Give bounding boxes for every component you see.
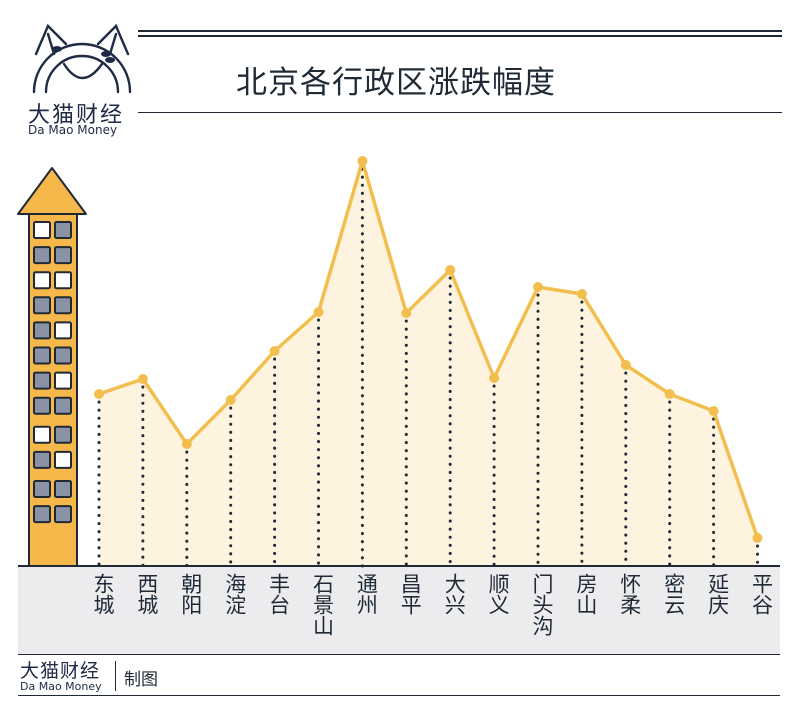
x-axis-label: 密云 <box>661 573 686 615</box>
x-axis-label: 门头沟 <box>530 573 554 636</box>
data-point <box>313 307 324 317</box>
window-icon <box>54 296 72 315</box>
data-point <box>664 389 675 399</box>
footer-brand-en: Da Mao Money <box>20 680 102 693</box>
footer-brand-cn: 大猫财经 <box>20 660 101 682</box>
x-axis-label: 丰台 <box>266 573 291 615</box>
window-icon <box>33 221 51 239</box>
x-axis-label: 平谷 <box>749 573 774 615</box>
chart-drop-lines <box>97 167 759 568</box>
x-axis-label: 朝阳 <box>178 573 203 615</box>
window-icon <box>54 246 72 265</box>
data-point <box>181 439 192 449</box>
chart-area-fill <box>99 161 758 566</box>
window-icon <box>33 271 51 290</box>
x-axis-label: 西城 <box>134 573 159 615</box>
data-point <box>752 533 763 543</box>
data-point <box>533 282 543 292</box>
data-point <box>489 373 500 383</box>
page-title: 北京各行政区涨跌幅度 <box>236 65 556 101</box>
title-rule-top-1 <box>138 30 782 32</box>
data-point <box>357 156 368 166</box>
x-axis-label: 通州 <box>354 573 379 615</box>
window-icon <box>33 346 51 365</box>
data-point <box>620 360 631 370</box>
x-axis-label: 海淀 <box>222 573 247 615</box>
brand-name-en: Da Mao Money <box>28 123 118 137</box>
x-axis-label: 延庆 <box>705 573 730 615</box>
x-axis-label: 石景山 <box>310 573 335 636</box>
window-icon <box>54 505 72 524</box>
window-icon <box>54 425 72 444</box>
brand-name-cn: 大猫财经 <box>28 103 125 128</box>
data-point <box>225 395 236 405</box>
brand-logo: 大猫财经 Da Mao Money <box>14 14 144 137</box>
window-icon <box>54 396 72 415</box>
data-point <box>137 374 148 384</box>
x-axis-label-band <box>18 567 780 654</box>
window-icon <box>54 271 72 290</box>
x-axis-label: 顺义 <box>486 573 511 615</box>
building-icon <box>17 167 87 567</box>
x-axis-label: 怀柔 <box>617 573 642 615</box>
window-icon <box>33 425 51 444</box>
x-axis-label: 大兴 <box>442 573 467 615</box>
window-icon <box>54 321 72 340</box>
data-point <box>576 289 587 299</box>
data-point <box>269 346 280 356</box>
window-icon <box>33 396 51 415</box>
window-icon <box>54 480 72 498</box>
chart-line <box>98 159 760 539</box>
window-icon <box>33 450 51 469</box>
data-point <box>401 308 412 318</box>
chart-markers <box>94 156 763 543</box>
window-icon <box>33 321 51 340</box>
window-icon <box>54 346 72 365</box>
data-point <box>445 265 456 275</box>
window-icon <box>33 296 51 315</box>
cat-logo-icon <box>32 23 132 94</box>
window-icon <box>33 371 51 390</box>
window-icon <box>54 221 72 239</box>
footer-rule-top <box>18 654 780 655</box>
data-point <box>708 406 719 416</box>
x-axis-label: 昌平 <box>398 573 423 615</box>
window-icon <box>33 480 51 498</box>
window-icon <box>54 450 72 469</box>
title-rule-bottom <box>138 112 782 113</box>
footer-separator <box>115 661 116 691</box>
x-axis-label: 房山 <box>573 573 598 615</box>
x-axis-label: 东城 <box>91 573 115 615</box>
window-icon <box>33 246 51 265</box>
footer-credit: 制图 <box>124 670 158 690</box>
window-icon <box>54 371 72 390</box>
footer-rule-bottom <box>18 695 780 696</box>
window-icon <box>33 505 51 524</box>
data-point <box>94 389 104 399</box>
title-rule-top-2 <box>138 35 782 37</box>
